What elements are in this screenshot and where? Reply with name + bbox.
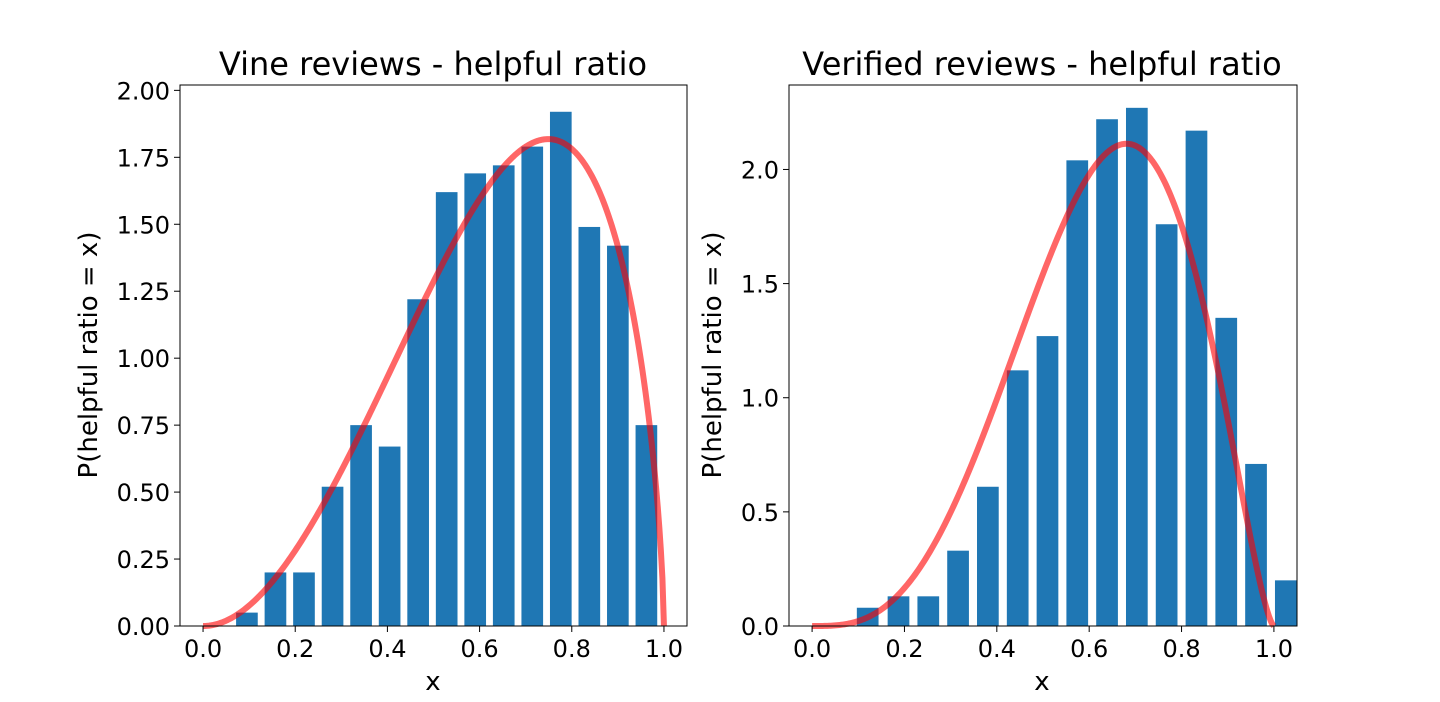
x-tick-label: 0.8: [553, 635, 591, 663]
bar: [1096, 119, 1118, 627]
y-axis: 0.00 0.25 0.50 0.75 1.00 1.25 1.50 1.75 2.00: [117, 77, 180, 641]
bar: [236, 612, 258, 626]
fit-curve: [810, 140, 1277, 629]
fit-curve: [201, 136, 667, 629]
y-tick-label: 1.75: [117, 144, 170, 172]
bar: [521, 146, 544, 626]
bar: [350, 425, 372, 626]
y-tick-label: 1.0: [741, 385, 779, 413]
bar: [1006, 370, 1029, 626]
y-tick-label: 0.75: [117, 412, 170, 440]
bar: [635, 425, 658, 626]
bar: [947, 550, 969, 626]
x-tick-label: 0.2: [276, 635, 314, 663]
x-axis-label: x: [1034, 667, 1049, 697]
y-tick-label: 0.00: [117, 613, 170, 641]
bar: [1036, 336, 1059, 626]
y-tick-label: 2.0: [741, 156, 779, 184]
bar: [1274, 580, 1297, 626]
x-tick-label: 1.0: [645, 635, 683, 663]
plot-frame: [179, 84, 688, 627]
bar: [578, 226, 601, 626]
y-axis-label: P(helpful ratio = x): [698, 232, 728, 479]
y-tick-label: 1.25: [117, 278, 170, 306]
y-tick-label: 1.50: [117, 211, 170, 239]
bar: [1155, 224, 1178, 627]
y-tick-label: 1.00: [117, 345, 170, 373]
y-axis-label: P(helpful ratio = x): [74, 232, 104, 479]
x-axis-label: x: [425, 667, 440, 697]
y-tick-label: 0.0: [741, 613, 779, 641]
x-axis: 0.0 0.2 0.4 0.6 0.8 1.0: [793, 626, 1293, 663]
bar: [378, 446, 401, 626]
bar: [464, 173, 487, 626]
plot-frame: [788, 84, 1298, 627]
chart-vine: Vine reviews - helpful ratio 0.0 0.2 0.4 0.…: [74, 45, 688, 697]
x-tick-label: 0.6: [461, 635, 499, 663]
x-tick-label: 0.2: [885, 635, 923, 663]
y-tick-label: 0.50: [117, 479, 170, 507]
curve-group: [810, 140, 1277, 629]
bars-group: [236, 111, 658, 626]
x-tick-label: 0.4: [368, 635, 406, 663]
y-axis: 0.0 0.5 1.0 1.5 2.0: [741, 156, 789, 641]
bar: [917, 596, 940, 626]
y-tick-label: 0.25: [117, 546, 170, 574]
x-axis: 0.0 0.2 0.4 0.6 0.8 1.0: [184, 626, 683, 663]
bar: [321, 486, 344, 626]
bar: [293, 572, 315, 626]
y-tick-label: 0.5: [741, 499, 779, 527]
x-tick-label: 1.0: [1255, 635, 1293, 663]
bar: [492, 165, 515, 626]
bar: [549, 111, 572, 626]
bar: [435, 192, 458, 626]
x-tick-label: 0.0: [184, 635, 222, 663]
bar: [977, 486, 999, 626]
curve-group: [201, 136, 667, 629]
chart-title: Verified reviews - helpful ratio: [802, 45, 1281, 83]
chart-title: Vine reviews - helpful ratio: [219, 45, 647, 83]
x-tick-label: 0.4: [978, 635, 1016, 663]
bar: [1125, 107, 1148, 626]
x-tick-label: 0.8: [1162, 635, 1200, 663]
bar: [407, 299, 429, 626]
y-tick-label: 2.00: [117, 77, 170, 105]
bar: [1185, 130, 1208, 626]
chart-verified: Verified reviews - helpful ratio 0.0 0.2 0…: [698, 45, 1298, 697]
bar: [1066, 160, 1089, 626]
x-tick-label: 0.6: [1070, 635, 1108, 663]
x-tick-label: 0.0: [793, 635, 831, 663]
bar: [607, 245, 629, 626]
y-tick-label: 1.5: [741, 271, 779, 299]
